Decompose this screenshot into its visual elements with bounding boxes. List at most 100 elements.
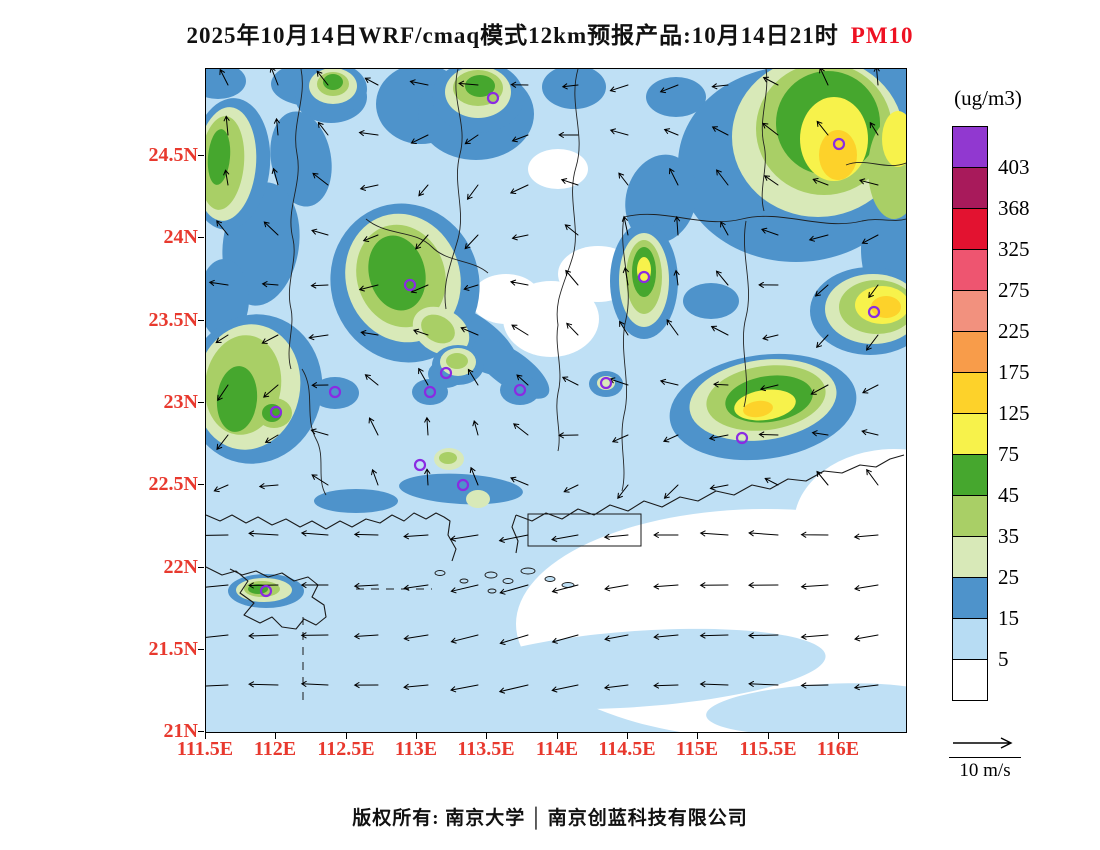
lat-tick-mark xyxy=(198,483,204,485)
lat-tick-label: 22N xyxy=(163,556,198,578)
colorbar-cell xyxy=(952,167,988,209)
lat-tick-label: 24N xyxy=(163,226,198,248)
colorbar-label: 403 xyxy=(998,155,1030,179)
colorbar-cell xyxy=(952,577,988,619)
lon-tick-mark xyxy=(767,733,769,739)
wind-reference-rule xyxy=(949,757,1021,758)
wind-arrows xyxy=(206,69,880,694)
lon-tick-mark xyxy=(415,733,417,739)
colorbar-cell xyxy=(952,413,988,455)
lat-tick-label: 21N xyxy=(163,720,198,742)
colorbar-cell xyxy=(952,659,988,701)
colorbar-cell xyxy=(952,454,988,496)
forecast-map xyxy=(205,68,907,733)
copyright-divider: │ xyxy=(529,808,544,829)
lat-tick-mark xyxy=(198,730,204,732)
lat-tick-mark xyxy=(198,566,204,568)
lon-tick-label: 113.5E xyxy=(457,738,515,760)
map-canvas xyxy=(206,69,906,732)
station-marker xyxy=(439,366,453,380)
colorbar-cell xyxy=(952,290,988,332)
station-marker xyxy=(486,91,500,105)
lat-tick-label: 24.5N xyxy=(148,144,198,166)
colorbar-cell xyxy=(952,372,988,414)
lon-tick-label: 116E xyxy=(816,738,860,760)
colorbar-label: 25 xyxy=(998,565,1019,589)
inner-domain-box xyxy=(527,513,642,547)
lon-tick-label: 111.5E xyxy=(176,738,234,760)
station-marker xyxy=(403,278,417,292)
station-marker xyxy=(423,385,437,399)
lat-tick-mark xyxy=(198,319,204,321)
chart-title: 2025年10月14日WRF/cmaq模式12km预报产品:10月14日21时 P… xyxy=(0,16,1100,50)
colorbar-cell xyxy=(952,249,988,291)
lat-tick-label: 23.5N xyxy=(148,309,198,331)
colorbar-cell xyxy=(952,536,988,578)
colorbar-label: 225 xyxy=(998,319,1030,343)
station-markers xyxy=(259,91,881,598)
station-marker xyxy=(413,458,427,472)
province-boundaries xyxy=(288,69,906,496)
copyright-right: 南京创蓝科技有限公司 xyxy=(547,808,748,829)
lon-tick-label: 115.5E xyxy=(739,738,797,760)
lon-tick-label: 114E xyxy=(535,738,579,760)
legend-units-label: (ug/m3) xyxy=(954,86,1022,110)
colorbar-label: 325 xyxy=(998,237,1030,261)
lon-tick-label: 112.5E xyxy=(317,738,375,760)
colorbar-cell xyxy=(952,618,988,660)
colorbar-cell xyxy=(952,208,988,250)
lat-tick-mark xyxy=(198,154,204,156)
dashed-boundaries xyxy=(302,588,432,701)
station-marker xyxy=(867,305,881,319)
station-marker xyxy=(259,584,273,598)
colorbar-label: 5 xyxy=(998,647,1009,671)
station-marker xyxy=(599,376,613,390)
colorbar-cell xyxy=(952,126,988,168)
lon-tick-mark xyxy=(626,733,628,739)
lat-tick-label: 23N xyxy=(163,391,198,413)
colorbar-label: 15 xyxy=(998,606,1019,630)
colorbar-label: 175 xyxy=(998,360,1030,384)
lat-tick-mark xyxy=(198,401,204,403)
station-marker xyxy=(832,137,846,151)
lon-tick-label: 115E xyxy=(675,738,719,760)
station-marker xyxy=(328,385,342,399)
colorbar-label: 275 xyxy=(998,278,1030,302)
colorbar-label: 75 xyxy=(998,442,1019,466)
lon-tick-label: 114.5E xyxy=(598,738,656,760)
colorbar-cell xyxy=(952,331,988,373)
islands xyxy=(434,567,575,594)
station-marker xyxy=(513,383,527,397)
lon-tick-label: 113E xyxy=(394,738,438,760)
colorbar-label: 35 xyxy=(998,524,1019,548)
lat-tick-label: 21.5N xyxy=(148,638,198,660)
lat-tick-mark xyxy=(198,648,204,650)
lon-tick-mark xyxy=(485,733,487,739)
concentration-field xyxy=(206,69,906,732)
lat-tick-mark xyxy=(198,236,204,238)
station-marker xyxy=(456,478,470,492)
lat-tick-label: 22.5N xyxy=(148,473,198,495)
lon-tick-mark xyxy=(274,733,276,739)
colorbar xyxy=(952,126,988,701)
chart-title-text: 2025年10月14日WRF/cmaq模式12km预报产品:10月14日21时 xyxy=(186,23,839,48)
wind-reference-label: 10 m/s xyxy=(959,760,1011,781)
colorbar-cell xyxy=(952,495,988,537)
lon-tick-mark xyxy=(696,733,698,739)
lon-tick-mark xyxy=(345,733,347,739)
lon-tick-mark xyxy=(556,733,558,739)
pollutant-label: PM10 xyxy=(850,23,914,48)
station-marker xyxy=(269,405,283,419)
coastlines xyxy=(206,454,905,630)
colorbar-label: 368 xyxy=(998,196,1030,220)
station-marker xyxy=(735,431,749,445)
lon-tick-label: 112E xyxy=(253,738,297,760)
lon-tick-mark xyxy=(837,733,839,739)
copyright-footer: 版权所有: 南京大学 │ 南京创蓝科技有限公司 xyxy=(0,803,1100,830)
colorbar-label: 45 xyxy=(998,483,1019,507)
copyright-left: 版权所有: 南京大学 xyxy=(352,808,526,829)
lon-tick-mark xyxy=(204,733,206,739)
station-marker xyxy=(637,270,651,284)
wind-reference-arrow-icon xyxy=(953,737,1013,749)
